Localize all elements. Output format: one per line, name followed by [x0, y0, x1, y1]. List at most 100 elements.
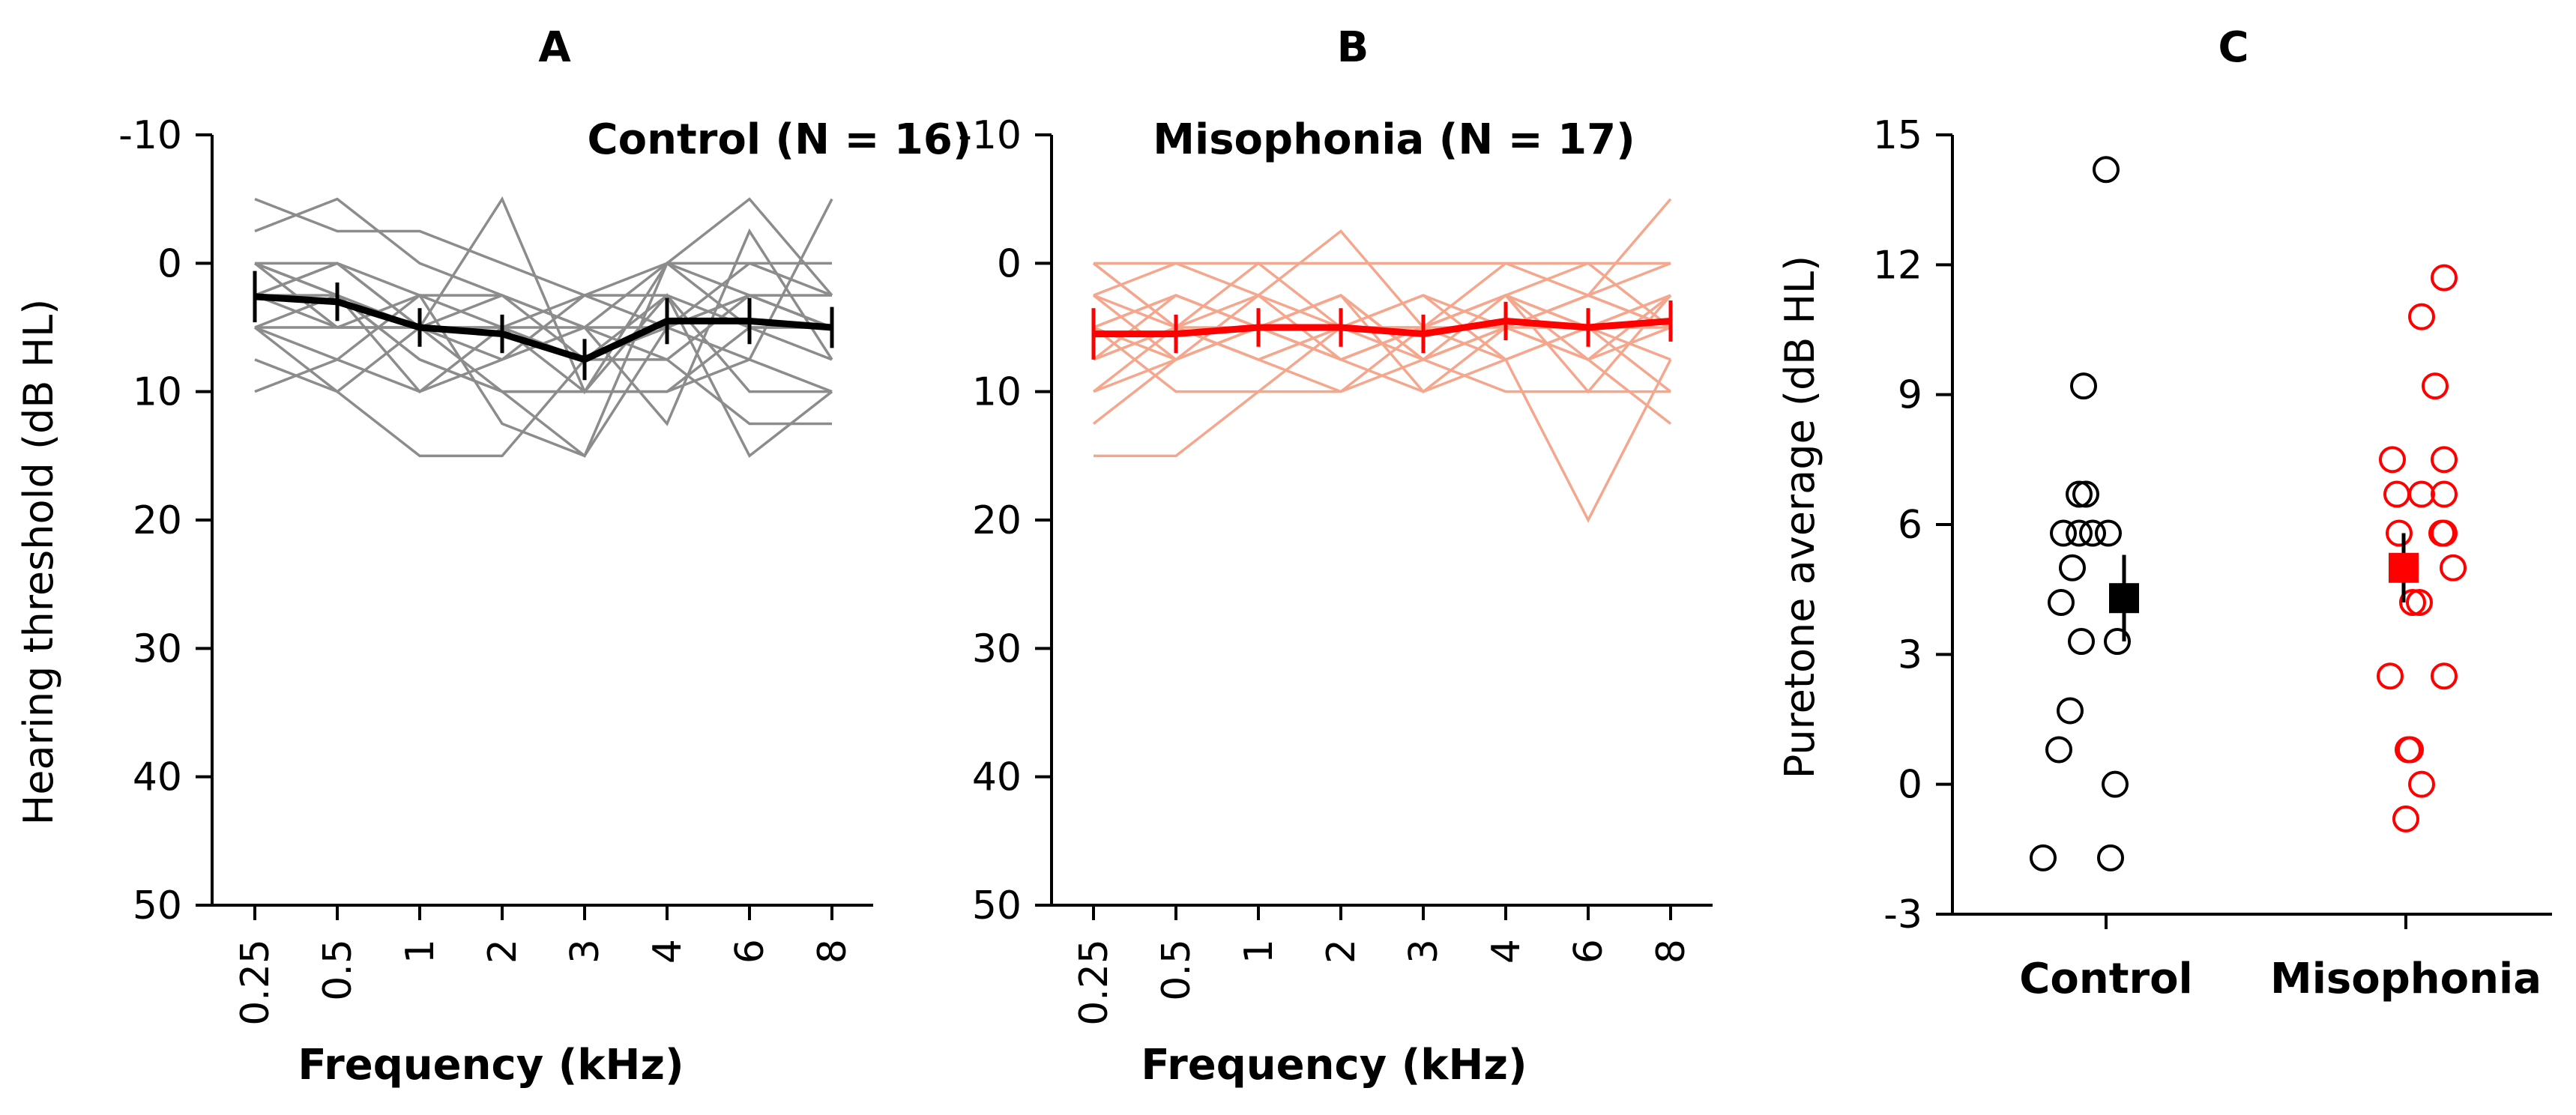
x-tick-label: 3 [563, 939, 608, 964]
data-point [2408, 770, 2435, 798]
data-point [2431, 662, 2458, 690]
data-point [2059, 554, 2086, 581]
individual-line [1092, 326, 1671, 393]
y-tick-label: -10 [958, 113, 1022, 158]
data-point [2070, 372, 2097, 400]
x-tick-label: 0.5 [1154, 939, 1199, 1001]
data-point [2395, 736, 2422, 764]
panel-c-y-axis-label: Puretone average (dB HL) [1776, 256, 1824, 779]
individual-line [1092, 262, 1672, 362]
panel-c-chart: 15 12 9 6 3 0 -3 Control Misophonia Puretone ave… [1776, 113, 2552, 1003]
data-point [2095, 519, 2122, 547]
data-point [2422, 372, 2449, 400]
x-tick-label: 0.5 [316, 939, 361, 1001]
panel-b-mean-series [1091, 300, 1673, 360]
data-point [2377, 662, 2404, 690]
y-tick-label: 50 [133, 883, 182, 928]
individual-line [254, 262, 832, 458]
data-point [2050, 519, 2077, 547]
y-tick-label: 0 [157, 241, 182, 286]
y-tick-label: 10 [972, 370, 1022, 415]
data-point [2079, 519, 2106, 547]
data-point [2440, 554, 2467, 581]
panel-b-chart: -10 0 10 20 30 40 50 0.25 0.5 1 2 3 4 6 8 Misophonia (… [958, 113, 1713, 1090]
data-point [2399, 589, 2426, 616]
y-tick-label: 40 [972, 755, 1022, 800]
data-point [2104, 628, 2131, 655]
mean-line [1094, 317, 1671, 338]
panel-label-c: C [2218, 23, 2248, 72]
individual-line [254, 198, 833, 393]
x-tick-label: 1 [398, 939, 443, 964]
y-tick-label: 30 [972, 626, 1022, 671]
x-tick-label: 3 [1402, 939, 1447, 964]
panel-label-a: A [538, 23, 571, 72]
individual-line [254, 197, 833, 329]
data-point [2383, 480, 2410, 508]
panel-a-x-axis-label: Frequency (kHz) [298, 1041, 684, 1090]
data-point [2048, 589, 2075, 616]
x-tick-label: 6 [1566, 939, 1611, 964]
individual-line [253, 293, 833, 459]
y-tick-label: 9 [1898, 373, 1922, 418]
panel-b-x-axis-label: Frequency (kHz) [1141, 1041, 1527, 1090]
panel-a-title: Control (N = 16) [588, 115, 972, 164]
x-category-label: Control [2019, 955, 2193, 1003]
mean-line [254, 293, 833, 363]
data-point [2102, 770, 2129, 798]
y-tick-label: 6 [1898, 503, 1922, 548]
data-point [2093, 156, 2120, 184]
mean-marker [2109, 583, 2139, 614]
individual-line [254, 198, 833, 329]
panel-a-axes: -10 0 10 20 30 40 50 0.25 0.5 1 2 3 4 6 8 [118, 113, 873, 1026]
individual-line [1093, 198, 1672, 330]
y-tick-label: 15 [1873, 113, 1922, 158]
y-tick-label: 30 [133, 626, 182, 671]
data-point [2431, 446, 2458, 474]
panel-a-chart: -10 0 10 20 30 40 50 0.25 0.5 1 2 3 4 6 8 Control (N =… [15, 113, 971, 1090]
y-tick-label: 40 [133, 755, 182, 800]
data-point [2386, 519, 2413, 547]
data-point [2408, 303, 2435, 330]
panel-b-axes: -10 0 10 20 30 40 50 0.25 0.5 1 2 3 4 6 8 [958, 113, 1713, 1026]
panel-a-mean-series [253, 271, 834, 381]
data-point [2030, 844, 2057, 871]
y-tick-label: 0 [1898, 763, 1922, 808]
data-point [2072, 480, 2099, 508]
panel-a-y-axis-label: Hearing threshold (dB HL) [15, 299, 62, 826]
y-tick-label: -3 [1883, 892, 1922, 937]
x-tick-label: 8 [810, 939, 855, 964]
individual-line [254, 196, 833, 395]
data-point [2406, 589, 2433, 616]
panel-c-axes: 15 12 9 6 3 0 -3 Control Misophonia [1873, 113, 2552, 1003]
data-point [2392, 805, 2419, 833]
data-point [2068, 628, 2095, 655]
x-tick-label: 0.25 [233, 939, 278, 1026]
panel-label-b: B [1337, 23, 1369, 72]
x-tick-label: 1 [1237, 939, 1282, 964]
x-tick-label: 0.25 [1072, 939, 1117, 1026]
panel-a-individual-lines [253, 196, 833, 459]
panel-c-points [2030, 156, 2467, 871]
data-point [2379, 446, 2406, 474]
y-tick-label: 12 [1873, 243, 1922, 288]
x-tick-label: 4 [1484, 939, 1529, 964]
data-point [2066, 480, 2093, 508]
mean-marker [2389, 552, 2419, 583]
y-tick-label: 20 [133, 498, 182, 543]
y-tick-label: 3 [1898, 632, 1922, 677]
data-point [2097, 844, 2124, 871]
data-point [2057, 697, 2084, 725]
x-tick-label: 8 [1649, 939, 1694, 964]
y-tick-label: 10 [133, 370, 182, 415]
x-tick-label: 2 [480, 939, 525, 964]
x-tick-label: 4 [645, 939, 690, 964]
data-point [2045, 736, 2072, 764]
y-tick-label: 50 [972, 883, 1022, 928]
y-tick-label: 0 [997, 241, 1022, 286]
x-tick-label: 6 [728, 939, 773, 964]
data-point [2066, 519, 2093, 547]
panel-b-individual-lines [1092, 198, 1672, 523]
x-category-label: Misophonia [2270, 955, 2542, 1003]
